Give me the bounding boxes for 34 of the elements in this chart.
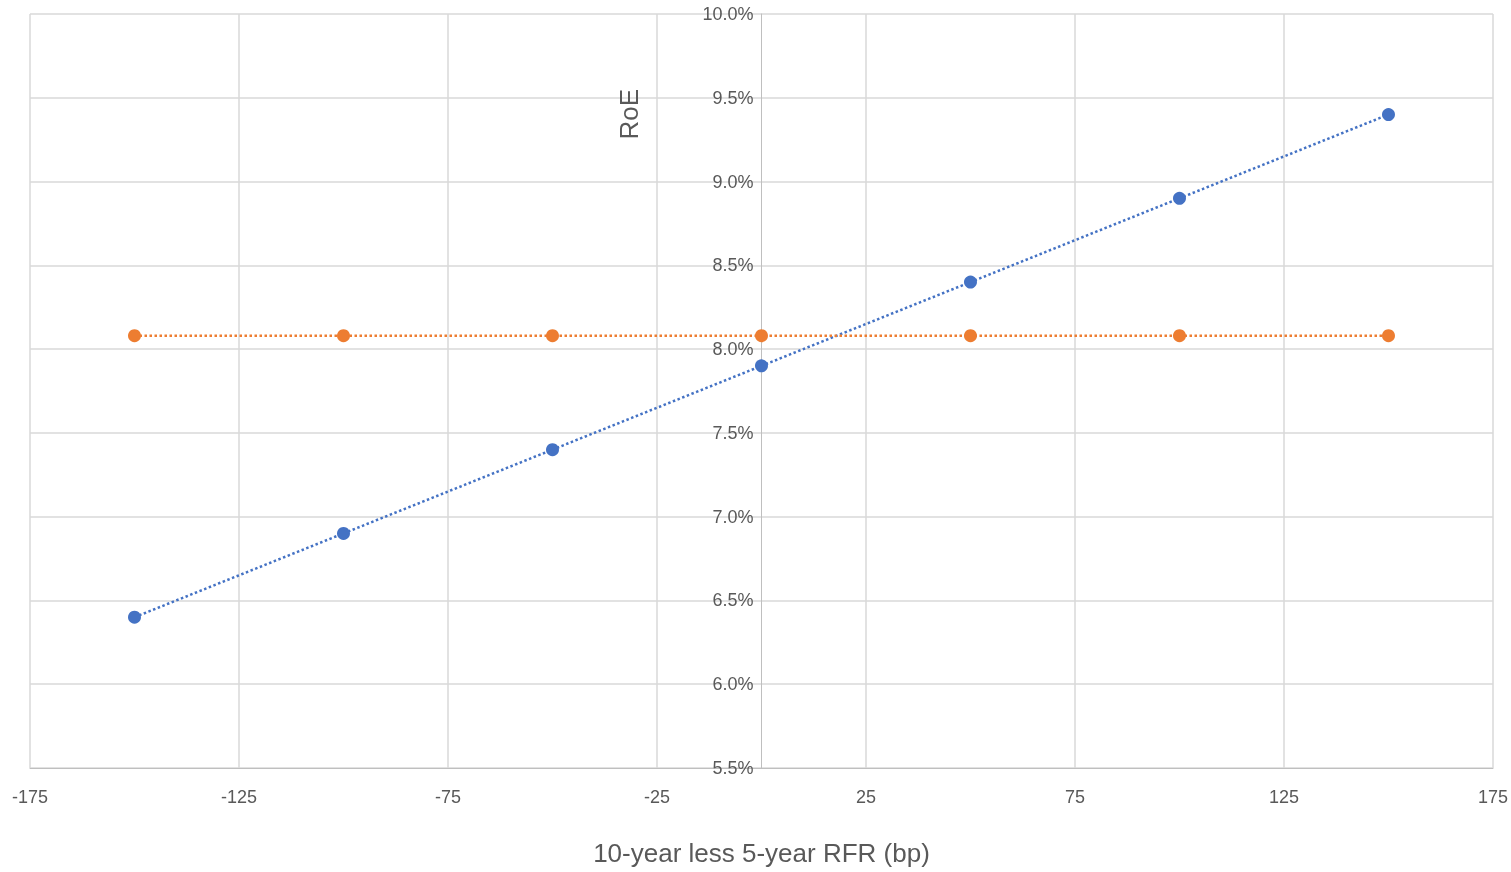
point [964, 275, 977, 289]
point [546, 443, 559, 457]
point [964, 329, 977, 343]
point [128, 610, 141, 624]
x-tick-label: -175 [11, 787, 49, 807]
y-tick-label: 9.5% [712, 87, 754, 108]
y-tick-label: 8.0% [712, 339, 754, 360]
y-tick-label: 6.5% [712, 590, 754, 611]
x-tick-label: 25 [855, 787, 877, 807]
y-tick-label: 7.5% [712, 422, 754, 443]
y-tick-label: 5.5% [712, 758, 754, 778]
x-tick-label: 75 [1064, 787, 1085, 807]
x-axis-title: 10-year less 5-year RFR (bp) [593, 838, 930, 868]
y-tick-label: 8.5% [712, 255, 754, 276]
point [337, 329, 350, 343]
point [755, 359, 768, 373]
y-tick-label: 6.0% [712, 674, 754, 695]
point [1382, 108, 1395, 122]
y-axis-title: RoE [613, 89, 644, 140]
y-tick-label: 7.0% [712, 506, 754, 527]
x-tick-label: 175 [1477, 787, 1509, 807]
x-tick-label: -75 [434, 787, 461, 807]
point [546, 329, 559, 343]
point [1382, 329, 1395, 343]
y-tick-label: 9.0% [712, 171, 754, 192]
point [755, 329, 768, 343]
point [1173, 329, 1186, 343]
point [1173, 191, 1186, 205]
point [128, 329, 141, 343]
point [337, 526, 350, 540]
x-tick-label: -25 [643, 787, 670, 807]
y-tick-label: 10.0% [702, 4, 754, 24]
x-tick-label: 125 [1268, 787, 1300, 807]
x-tick-label: -125 [220, 787, 258, 807]
